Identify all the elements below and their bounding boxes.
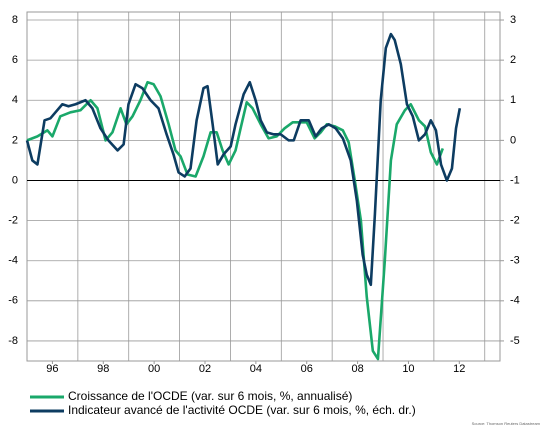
plot-frame xyxy=(26,11,501,362)
x-tick-label: 96 xyxy=(46,363,58,375)
y-tick-label: 4 xyxy=(12,94,18,106)
x-tick-label: 08 xyxy=(351,363,363,375)
x-tick-label: 06 xyxy=(301,363,313,375)
y2-tick-label: 2 xyxy=(510,54,516,66)
y-tick-label: -4 xyxy=(8,255,18,267)
y-tick-label: -8 xyxy=(8,335,18,347)
y-tick-label: 8 xyxy=(12,14,18,26)
x-tick-label: 00 xyxy=(148,363,160,375)
legend: Croissance de l'OCDE (var. sur 6 mois, %… xyxy=(30,389,416,417)
series-line xyxy=(25,32,462,287)
y2-tick-label: -1 xyxy=(510,174,520,186)
x-tick-label: 04 xyxy=(250,363,262,375)
x-tick-label: 10 xyxy=(402,363,414,375)
y-tick-label: 0 xyxy=(12,174,18,186)
legend-label: Indicateur avancé de l'activité OCDE (va… xyxy=(68,403,416,417)
y-tick-label: 6 xyxy=(12,54,18,66)
y-tick-label: -2 xyxy=(8,215,18,227)
y2-tick-label: 0 xyxy=(510,134,516,146)
y-tick-label: -6 xyxy=(8,295,18,307)
y-tick-label: 2 xyxy=(12,134,18,146)
y2-tick-label: 3 xyxy=(510,14,516,26)
y2-tick-label: 1 xyxy=(510,94,516,106)
y2-tick-label: -2 xyxy=(510,215,520,227)
y2-tick-label: -5 xyxy=(510,335,520,347)
x-tick-label: 12 xyxy=(453,363,465,375)
x-tick-label: 02 xyxy=(199,363,211,375)
source: Source: Thomson Reuters Datastream xyxy=(472,421,541,426)
y2-tick-label: -3 xyxy=(510,255,520,267)
series-line xyxy=(26,80,445,361)
y2-tick-label: -4 xyxy=(510,295,520,307)
legend-label: Croissance de l'OCDE (var. sur 6 mois, %… xyxy=(68,389,352,403)
x-tick-label: 98 xyxy=(97,363,109,375)
